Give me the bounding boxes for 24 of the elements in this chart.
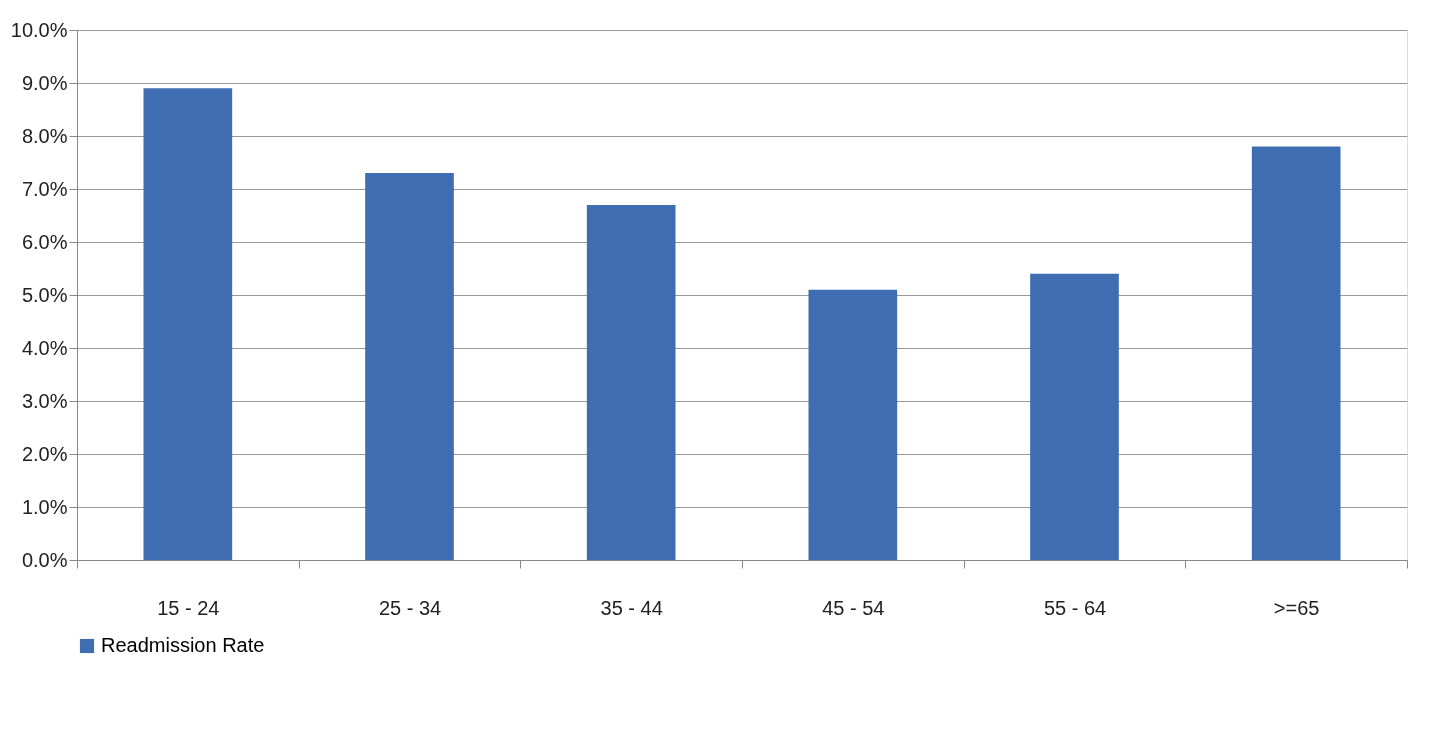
bar (1251, 146, 1341, 560)
x-tick-label: 55 - 64 (1043, 596, 1107, 619)
bar (808, 289, 898, 560)
bar (143, 88, 233, 560)
y-tick-label: 9.0% (21, 71, 68, 94)
y-tick-label: 7.0% (21, 177, 68, 200)
y-tick-label: 6.0% (21, 230, 68, 253)
y-tick-label: 8.0% (21, 124, 68, 147)
x-tick-label: 15 - 24 (157, 596, 220, 619)
bar (365, 173, 454, 560)
x-tick-label: 35 - 44 (600, 596, 663, 619)
y-tick-label: 10.0% (10, 18, 68, 41)
x-tick-label: >=65 (1273, 596, 1320, 619)
bar (586, 204, 676, 560)
y-tick-label: 0.0% (21, 548, 68, 571)
y-tick-label: 2.0% (21, 442, 68, 465)
x-tick-label: 25 - 34 (378, 596, 442, 619)
legend-label: Readmission Rate (101, 634, 265, 656)
x-tick-label: 45 - 54 (822, 596, 885, 619)
bar (1030, 273, 1119, 560)
y-tick-label: 4.0% (21, 336, 68, 359)
y-tick-label: 3.0% (21, 389, 68, 412)
y-tick-label: 5.0% (21, 283, 68, 306)
y-tick-label: 1.0% (21, 495, 68, 518)
